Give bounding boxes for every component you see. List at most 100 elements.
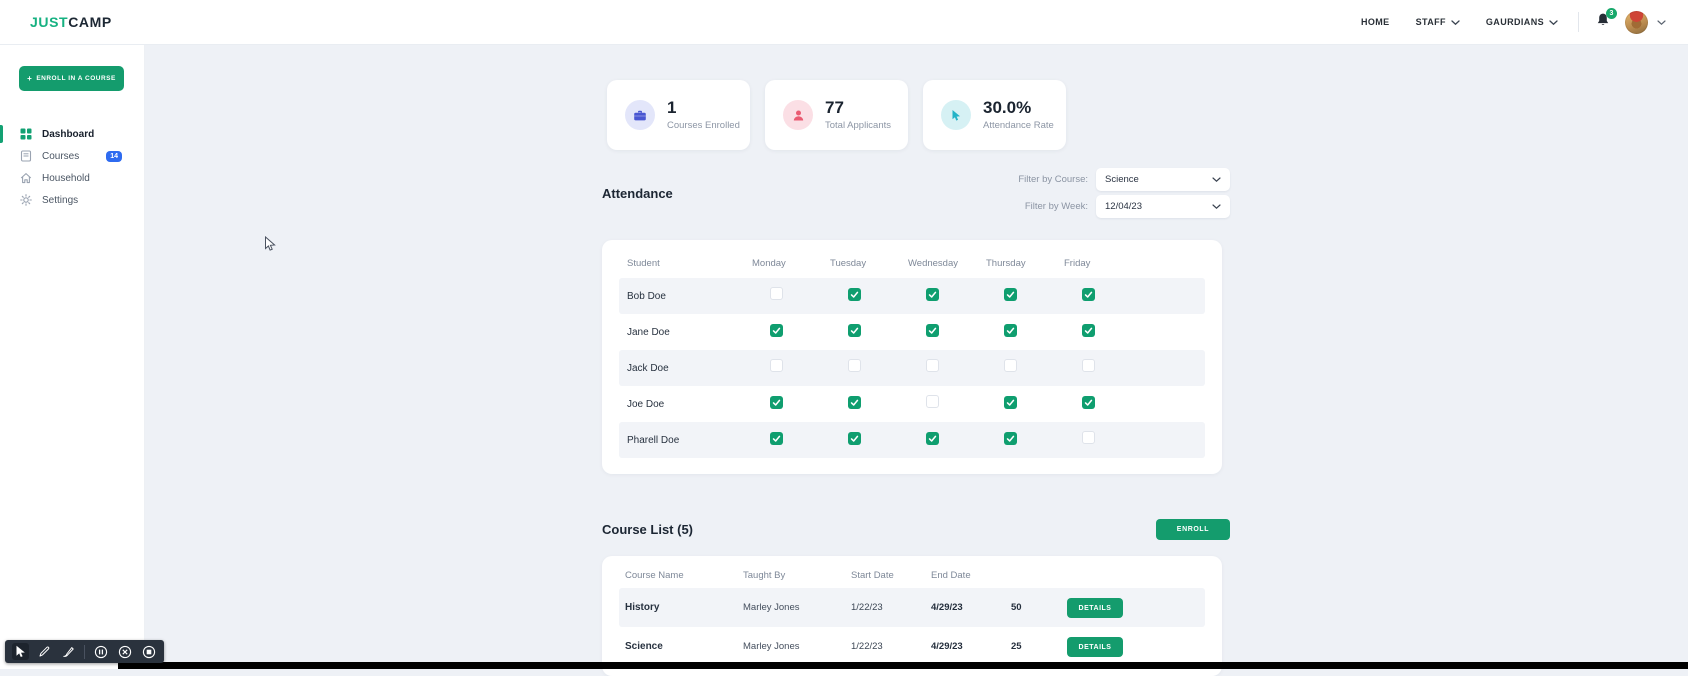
- sidebar-item-dashboard[interactable]: Dashboard: [0, 123, 144, 145]
- attendance-checkbox[interactable]: [770, 359, 783, 372]
- details-button[interactable]: DETAILS: [1067, 637, 1123, 658]
- course-row: History Marley Jones 1/22/23 4/29/23 50 …: [619, 588, 1205, 627]
- pause-tool-icon[interactable]: [92, 643, 109, 660]
- course-column-header: End Date: [931, 569, 971, 581]
- chevron-down-icon: [1549, 19, 1558, 26]
- attendance-checkbox[interactable]: [926, 359, 939, 372]
- course-seats: 50: [1011, 602, 1022, 613]
- cursor-tool-icon[interactable]: [12, 643, 29, 660]
- attendance-day-cell: [752, 395, 830, 413]
- attendance-checkbox[interactable]: [770, 287, 783, 300]
- attendance-checkbox[interactable]: [926, 324, 939, 337]
- course-seats: 25: [1011, 641, 1022, 652]
- stats-row: 1 Courses Enrolled 77 Total Applicants 3…: [607, 80, 1230, 150]
- brush-tool-icon[interactable]: [60, 643, 77, 660]
- stat-value: 30.0%: [983, 97, 1032, 117]
- attendance-checkbox[interactable]: [1082, 288, 1095, 301]
- attendance-checkbox[interactable]: [848, 432, 861, 445]
- attendance-table-header: Student Monday Tuesday Wednesday Thursday Fri…: [619, 248, 1205, 278]
- attendance-table: Student Monday Tuesday Wednesday Thursday Fri…: [602, 240, 1222, 474]
- attendance-checkbox[interactable]: [926, 432, 939, 445]
- attendance-day-cell: [986, 323, 1064, 341]
- attendance-checkbox[interactable]: [926, 288, 939, 301]
- attendance-column-header: Friday: [1064, 257, 1091, 269]
- pencil-tool-icon[interactable]: [36, 643, 53, 660]
- attendance-checkbox[interactable]: [1082, 359, 1095, 372]
- nav-item-gaurdians[interactable]: GAURDIANS: [1486, 17, 1558, 27]
- attendance-day-cell: [908, 287, 986, 305]
- avatar[interactable]: [1625, 10, 1648, 34]
- attendance-section-header: Attendance Filter by Course: Science Fil…: [602, 168, 1230, 218]
- attendance-day-cell: [986, 431, 1064, 449]
- attendance-checkbox[interactable]: [1004, 396, 1017, 409]
- attendance-day-cell: [752, 359, 830, 377]
- main-content: 1 Courses Enrolled 77 Total Applicants 3…: [602, 45, 1230, 676]
- sidebar-item-label: Courses: [42, 150, 80, 162]
- stat-card: 1 Courses Enrolled: [607, 80, 750, 150]
- attendance-checkbox[interactable]: [848, 288, 861, 301]
- filter-by-week-label: Filter by Week:: [1024, 201, 1088, 212]
- logo-text-secondary: CAMP: [68, 14, 112, 30]
- attendance-checkbox[interactable]: [1004, 432, 1017, 445]
- top-bar: JUSTCAMP HOME STAFF GAURDIANS 3: [0, 0, 1688, 45]
- attendance-checkbox[interactable]: [1004, 324, 1017, 337]
- filter-by-week-select[interactable]: 12/04/23: [1096, 195, 1230, 218]
- sidebar-item-label: Dashboard: [42, 128, 95, 140]
- attendance-checkbox[interactable]: [1082, 324, 1095, 337]
- course-column-header: Taught By: [743, 569, 786, 581]
- course-list-title: Course List (5): [602, 522, 694, 537]
- attendance-checkbox[interactable]: [770, 324, 783, 337]
- attendance-checkbox[interactable]: [1082, 431, 1095, 444]
- attendance-checkbox[interactable]: [770, 432, 783, 445]
- enroll-in-course-button[interactable]: + ENROLL IN A COURSE: [19, 66, 124, 91]
- attendance-checkbox[interactable]: [848, 359, 861, 372]
- attendance-checkbox[interactable]: [770, 396, 783, 409]
- cursor-icon: [941, 100, 971, 130]
- nav-item-home[interactable]: HOME: [1361, 17, 1390, 27]
- attendance-row: Joe Doe: [619, 386, 1205, 422]
- filter-by-week-value: 12/04/23: [1105, 201, 1142, 212]
- course-table: Course Name Taught By Start Date End Date H…: [602, 556, 1222, 676]
- sidebar-item-label: Settings: [42, 194, 79, 206]
- nav-item-staff[interactable]: STAFF: [1416, 17, 1460, 27]
- attendance-day-cell: [908, 359, 986, 377]
- logo-text-primary: JUST: [30, 14, 69, 30]
- close-tool-icon[interactable]: [116, 643, 133, 660]
- attendance-checkbox[interactable]: [926, 395, 939, 408]
- sidebar: + ENROLL IN A COURSE Dashboard Courses 1…: [0, 45, 145, 669]
- nav-item-label: HOME: [1360, 17, 1390, 27]
- course-start-date: 1/22/23: [851, 641, 883, 652]
- nav-item-label: GAURDIANS: [1485, 17, 1544, 27]
- stat-label: Total Applicants: [825, 120, 892, 132]
- attendance-column-header: Tuesday: [830, 257, 867, 269]
- attendance-day-cell: [830, 359, 908, 377]
- app-logo: JUSTCAMP: [30, 14, 112, 30]
- stat-value: 1: [667, 97, 677, 117]
- attendance-checkbox[interactable]: [848, 324, 861, 337]
- stop-tool-icon[interactable]: [140, 643, 157, 660]
- sidebar-item-settings[interactable]: Settings: [0, 189, 144, 211]
- student-name: Joe Doe: [627, 398, 665, 410]
- nav-divider: [1578, 12, 1579, 32]
- briefcase-icon: [625, 100, 655, 130]
- attendance-row: Pharell Doe: [619, 422, 1205, 458]
- chevron-down-icon[interactable]: [1657, 19, 1666, 26]
- course-table-header: Course Name Taught By Start Date End Date: [619, 562, 1205, 588]
- attendance-checkbox[interactable]: [1004, 359, 1017, 372]
- courses-count-badge: 14: [106, 150, 122, 162]
- filter-by-course-select[interactable]: Science: [1096, 168, 1230, 191]
- sidebar-item-household[interactable]: Household: [0, 167, 144, 189]
- attendance-checkbox[interactable]: [848, 396, 861, 409]
- notifications-button[interactable]: 3: [1595, 8, 1617, 32]
- enroll-button[interactable]: ENROLL: [1156, 519, 1230, 540]
- attendance-checkbox[interactable]: [1004, 288, 1017, 301]
- stat-text: 1 Courses Enrolled: [667, 97, 740, 131]
- details-button[interactable]: DETAILS: [1067, 598, 1123, 619]
- attendance-day-cell: [830, 323, 908, 341]
- plus-icon: +: [27, 74, 33, 83]
- stat-text: 77 Total Applicants: [825, 98, 892, 132]
- attendance-day-cell: [1064, 287, 1142, 305]
- sidebar-item-courses[interactable]: Courses 14: [0, 145, 144, 167]
- course-name: History: [625, 602, 660, 613]
- attendance-checkbox[interactable]: [1082, 396, 1095, 409]
